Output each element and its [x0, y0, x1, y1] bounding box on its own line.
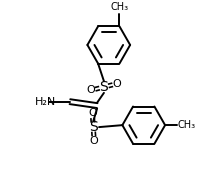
Text: S: S — [100, 80, 108, 94]
Text: O: O — [86, 85, 95, 95]
Text: CH₃: CH₃ — [178, 120, 196, 130]
Text: O: O — [113, 79, 121, 89]
Text: O: O — [90, 136, 99, 146]
Text: S: S — [89, 120, 98, 134]
Text: CH₃: CH₃ — [110, 2, 129, 12]
Text: H₂N: H₂N — [35, 97, 56, 107]
Text: O: O — [88, 108, 97, 118]
